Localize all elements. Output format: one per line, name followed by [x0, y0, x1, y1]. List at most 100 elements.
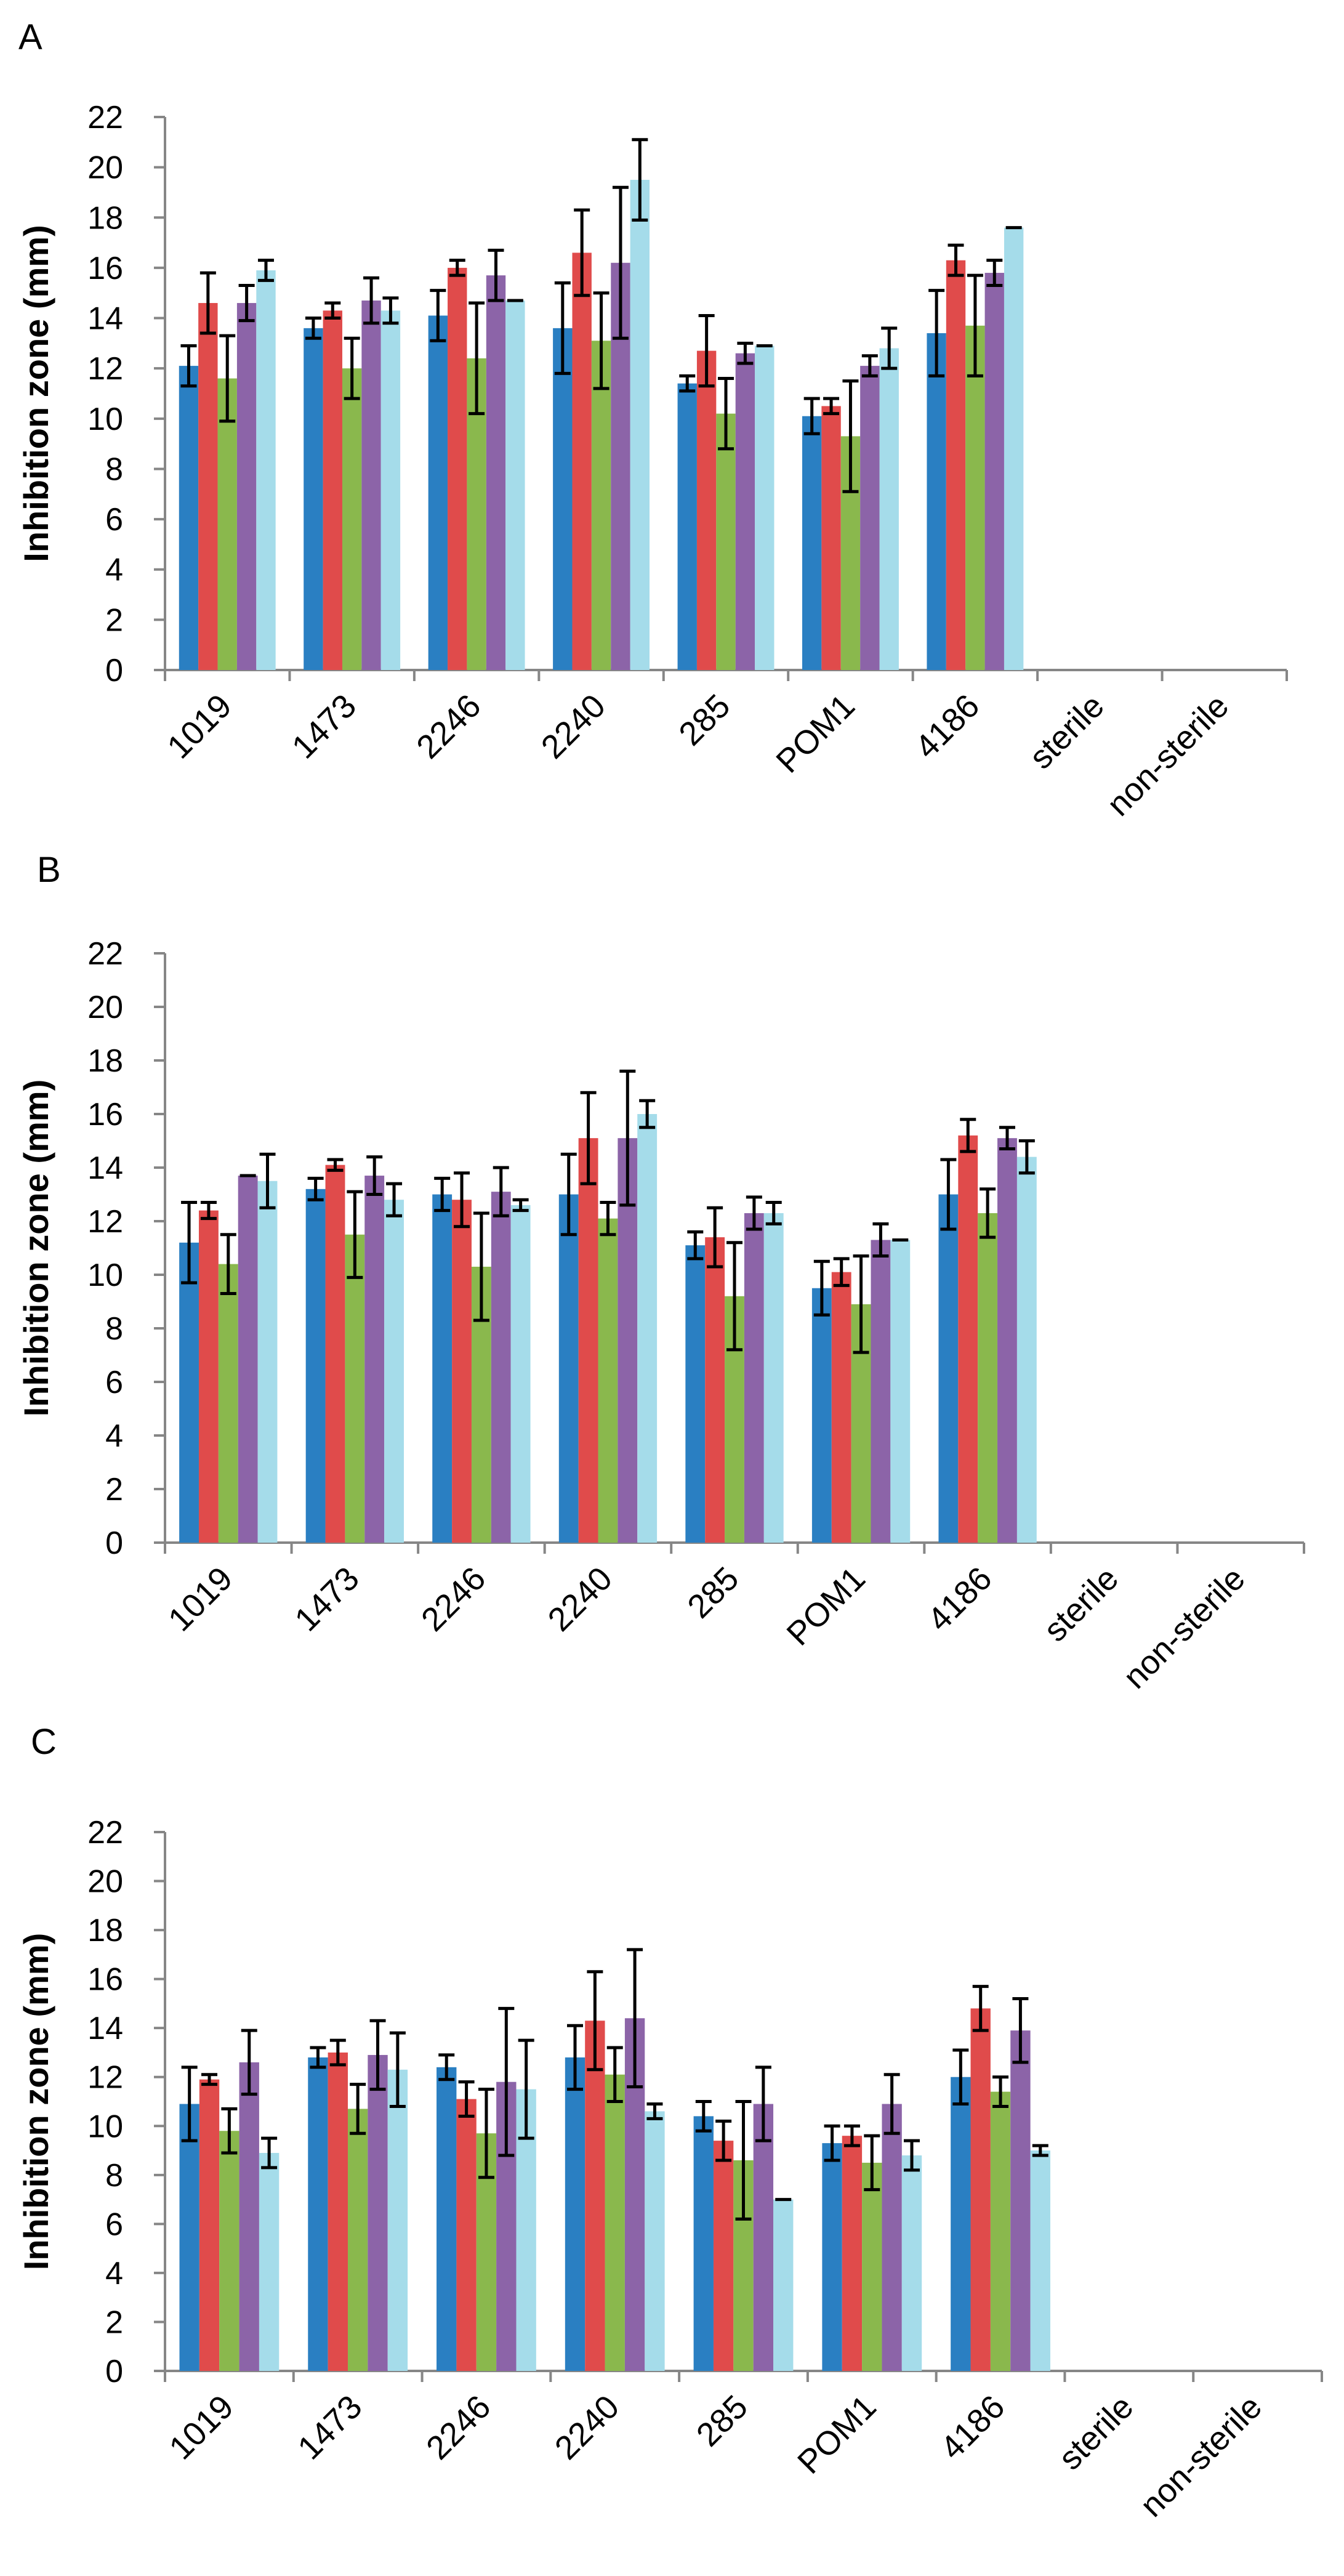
bar: [456, 2099, 477, 2371]
error-bar: [567, 2024, 584, 2091]
error-bar: [369, 2019, 386, 2091]
error-bar: [347, 1190, 363, 1279]
error-bar: [843, 2124, 860, 2147]
y-tick-label: 18: [87, 1043, 123, 1079]
bar: [773, 2199, 794, 2371]
error-bar: [679, 374, 696, 393]
y-axis-title: Inhibition zone (mm): [17, 225, 55, 562]
bar: [1004, 227, 1024, 671]
error-bar: [646, 2102, 663, 2120]
bar: [822, 2143, 842, 2371]
bar: [347, 2109, 368, 2371]
bar: [645, 2111, 665, 2371]
error-bar: [458, 2080, 475, 2118]
y-tick-label: 4: [105, 2256, 123, 2291]
bar: [938, 1194, 959, 1543]
bar: [342, 368, 362, 670]
error-bar: [469, 301, 485, 416]
error-bar: [992, 2075, 1009, 2108]
error-bar: [200, 1201, 217, 1221]
bar: [965, 325, 985, 670]
y-tick-label: 12: [87, 1204, 123, 1240]
bar: [218, 1264, 238, 1543]
bar: [384, 1200, 404, 1543]
error-bar: [310, 2046, 326, 2069]
error-bar: [327, 1158, 344, 1172]
x-category-label: non-sterile: [1116, 1560, 1252, 1696]
bar: [630, 180, 650, 671]
error-bar: [715, 2119, 732, 2162]
error-bar: [960, 1118, 976, 1153]
error-bar: [627, 1948, 643, 2089]
error-bar: [512, 1198, 529, 1213]
bar: [448, 267, 467, 671]
error-bar: [833, 1257, 850, 1287]
bar: [879, 348, 899, 670]
bar: [558, 1194, 579, 1543]
error-bar: [434, 1176, 451, 1213]
error-bar: [454, 1171, 470, 1229]
x-category-label: sterile: [1023, 687, 1111, 776]
bar: [179, 1242, 199, 1543]
bar: [387, 2069, 408, 2371]
error-bar: [366, 1155, 383, 1196]
bar: [345, 1234, 365, 1543]
bar: [958, 1135, 978, 1543]
bar: [927, 333, 946, 670]
bar: [486, 275, 506, 670]
x-category-label: 4186: [920, 1560, 999, 1638]
error-bar: [259, 1152, 276, 1209]
error-bar: [238, 283, 255, 323]
error-bar: [612, 185, 629, 340]
y-tick-label: 12: [87, 2060, 123, 2096]
x-category-label: 285: [690, 2388, 755, 2453]
bar: [970, 2008, 991, 2371]
error-bar: [883, 2073, 900, 2135]
error-bar: [350, 2083, 366, 2135]
x-category-label: 1019: [161, 1560, 239, 1638]
bar: [585, 2021, 605, 2371]
error-bar: [382, 296, 399, 325]
panel-b: B Inhibition zone (mm) 0 2 4 6 8 10 12 14 16 18 20 22…: [17, 850, 1305, 1696]
error-bar: [986, 259, 1003, 287]
error-bar: [329, 2038, 346, 2067]
bar: [744, 1213, 764, 1543]
error-bar: [999, 1126, 1015, 1151]
error-bar: [904, 2139, 920, 2172]
error-bar: [948, 243, 964, 277]
y-tick-label: 20: [87, 1864, 123, 1900]
error-bar: [1012, 1997, 1029, 2064]
y-tick-label: 8: [105, 1311, 123, 1347]
error-bar: [737, 341, 754, 365]
error-bar: [307, 1176, 324, 1201]
bar: [510, 1205, 531, 1543]
x-category-label: 285: [672, 687, 737, 753]
error-bar: [344, 336, 360, 400]
error-bar: [980, 1187, 996, 1239]
error-bar: [707, 1206, 723, 1269]
y-tick-label: 14: [87, 301, 123, 337]
y-tick-label: 0: [105, 2354, 123, 2389]
x-category-label: 285: [680, 1560, 746, 1625]
error-bar: [201, 2073, 218, 2086]
y-axis-title: Inhibition zone (mm): [17, 1933, 55, 2270]
bar: [578, 1138, 598, 1543]
error-bar: [861, 354, 878, 378]
y-tick-label: 18: [87, 200, 123, 236]
x-category-label: 1473: [288, 1560, 366, 1638]
x-category-label: 2240: [548, 2388, 626, 2466]
y-tick-label: 10: [87, 2109, 123, 2144]
error-bar: [864, 2134, 880, 2192]
bar: [323, 310, 342, 670]
bar: [946, 260, 966, 670]
bar: [304, 328, 323, 670]
y-tick-label: 14: [87, 2011, 123, 2046]
bar: [505, 300, 525, 670]
error-bar: [587, 1970, 603, 2072]
y-tick-label: 0: [105, 653, 123, 688]
bar: [199, 2079, 220, 2371]
error-bar: [972, 1985, 989, 2032]
bar: [380, 310, 401, 670]
x-category-label: 4186: [908, 687, 986, 765]
bar: [256, 270, 276, 670]
